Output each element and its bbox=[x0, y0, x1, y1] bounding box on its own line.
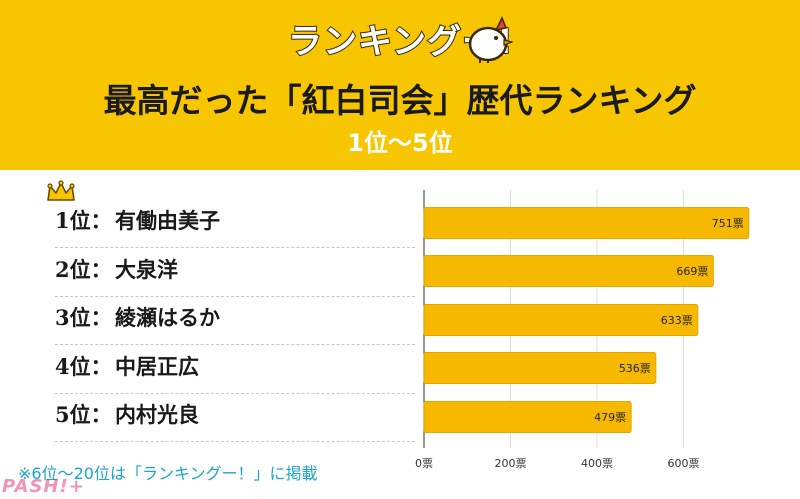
row-divider bbox=[55, 344, 415, 345]
bar-value-label: 633票 bbox=[661, 314, 693, 327]
x-tick-label: 200票 bbox=[495, 457, 527, 470]
page-subtitle: 1位〜5位 bbox=[347, 129, 453, 157]
site-logo[interactable]: ランキングー! bbox=[287, 10, 518, 66]
vote-bar-chart: 0票 200票 400票 600票 751票 669票 633票 536票 479票 bbox=[415, 190, 750, 470]
bar-5[interactable] bbox=[423, 401, 632, 433]
bar-2[interactable] bbox=[423, 255, 714, 287]
rank-label: 5位： bbox=[55, 402, 112, 427]
rank-label: 2位： bbox=[55, 257, 112, 282]
rank-name: 大泉洋 bbox=[115, 258, 178, 282]
row-divider bbox=[55, 247, 415, 248]
bar-4[interactable] bbox=[423, 352, 657, 384]
row-divider bbox=[55, 441, 415, 442]
bar-value-label: 479票 bbox=[594, 411, 626, 424]
row-divider bbox=[55, 393, 415, 394]
watermark-logo: PASH!+ bbox=[2, 476, 85, 497]
bar-3[interactable] bbox=[423, 304, 699, 336]
header-banner: ランキングー! 最高だった「紅白司会」歴代ランキング 1位〜5位 bbox=[0, 0, 800, 170]
ranking-row-1[interactable]: 1位： 有働由美子 bbox=[55, 201, 415, 248]
bar-value-label: 751票 bbox=[712, 217, 744, 230]
page-title: 最高だった「紅白司会」歴代ランキング bbox=[103, 81, 697, 120]
rank-name: 内村光良 bbox=[115, 403, 199, 427]
x-tick-label: 600票 bbox=[668, 457, 700, 470]
rank-name: 綾瀬はるか bbox=[115, 306, 220, 330]
ranking-row-4[interactable]: 4位： 中居正広 bbox=[55, 347, 415, 394]
row-divider bbox=[55, 296, 415, 297]
rank-label: 3位： bbox=[55, 305, 112, 330]
ranking-row-2[interactable]: 2位： 大泉洋 bbox=[55, 250, 415, 297]
rank-name: 中居正広 bbox=[115, 355, 199, 379]
rank-label: 4位： bbox=[55, 354, 112, 379]
ranking-row-3[interactable]: 3位： 綾瀬はるか bbox=[55, 298, 415, 345]
bar-value-label: 536票 bbox=[619, 362, 651, 375]
x-tick-label: 400票 bbox=[581, 457, 613, 470]
bar-value-label: 669票 bbox=[676, 265, 708, 278]
rank-label: 1位： bbox=[55, 208, 112, 233]
footnote[interactable]: ※6位〜20位は「ランキングー！」に掲載 bbox=[18, 464, 318, 483]
crown-icon bbox=[47, 180, 75, 201]
bar-1[interactable] bbox=[423, 207, 750, 239]
rank-name: 有働由美子 bbox=[115, 209, 220, 233]
x-tick-label: 0票 bbox=[415, 457, 433, 470]
ranking-row-5[interactable]: 5位： 内村光良 bbox=[55, 395, 415, 442]
chicken-logo-icon bbox=[468, 16, 514, 63]
